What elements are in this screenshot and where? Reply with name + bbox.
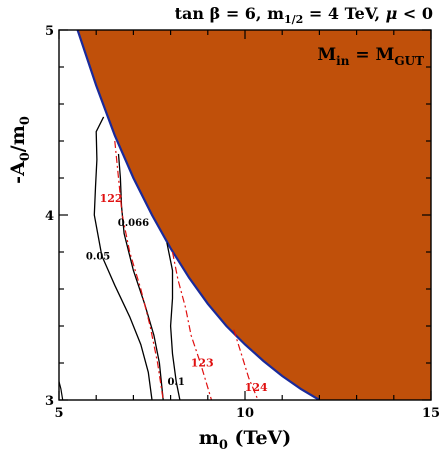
contour-labels-group: 0.05 0.066 0.1 122 123 124 bbox=[86, 192, 268, 394]
contour-label-122: 122 bbox=[100, 192, 123, 205]
contour-line-0-066 bbox=[117, 153, 164, 400]
axis-ticks: 5 10 15 3 4 5 bbox=[45, 24, 440, 421]
region-label: Min = MGUT bbox=[317, 45, 424, 68]
contour-line-123 bbox=[171, 251, 213, 400]
contour-label-123: 123 bbox=[191, 357, 214, 370]
y-tick-label: 5 bbox=[45, 24, 54, 39]
plot-area: 0.05 0.066 0.1 122 123 124 bbox=[59, 30, 431, 400]
contour-label-124: 124 bbox=[245, 381, 268, 394]
contour-label-0-05: 0.05 bbox=[86, 251, 110, 262]
x-tick-label: 15 bbox=[422, 406, 440, 421]
y-tick-label: 3 bbox=[45, 394, 54, 409]
excluded-region bbox=[77, 30, 431, 400]
contour-line-122 bbox=[114, 140, 164, 400]
chart-title: tan β = 6, m1/2 = 4 TeV, μ < 0 bbox=[175, 4, 433, 26]
x-tick-label: 10 bbox=[236, 406, 254, 421]
contour-label-0-1: 0.1 bbox=[167, 377, 184, 388]
contour-line-124 bbox=[233, 329, 259, 400]
x-axis-label: m0 (TeV) bbox=[199, 427, 292, 453]
excluded-region-boundary bbox=[76, 30, 320, 400]
contour-series-group bbox=[93, 116, 259, 400]
contour-line-0-1 bbox=[166, 242, 181, 400]
contour-label-0-066: 0.066 bbox=[118, 218, 149, 229]
y-axis-label: -A0/m0 bbox=[7, 116, 33, 184]
x-tick-label: 5 bbox=[54, 406, 63, 421]
contour-line-0-05 bbox=[93, 116, 153, 400]
y-tick-label: 4 bbox=[45, 209, 54, 224]
